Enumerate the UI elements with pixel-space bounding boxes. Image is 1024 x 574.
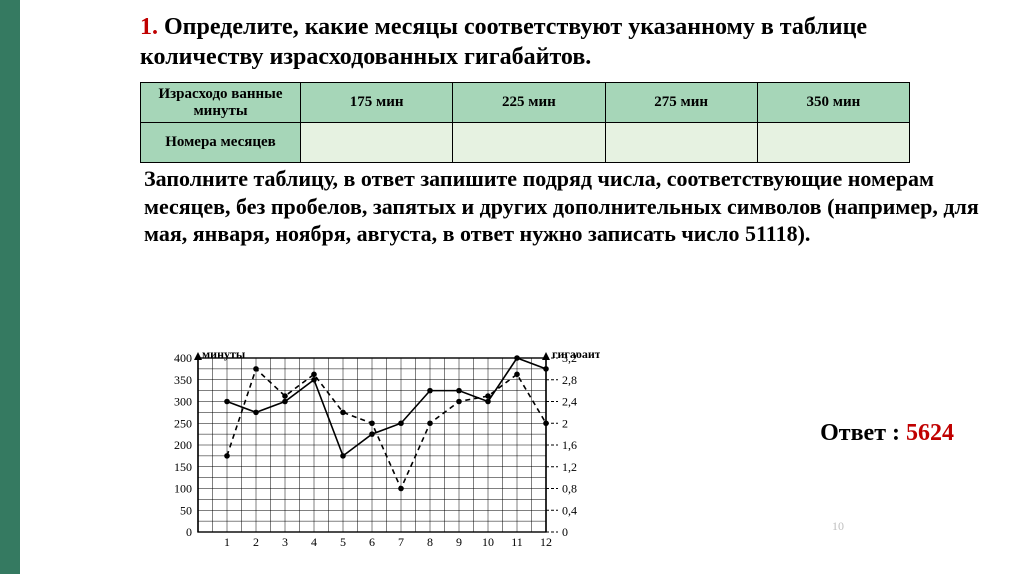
svg-text:400: 400	[174, 352, 192, 365]
svg-text:6: 6	[369, 535, 375, 549]
svg-text:50: 50	[180, 503, 192, 517]
svg-text:2,4: 2,4	[562, 395, 577, 409]
svg-text:0,4: 0,4	[562, 503, 577, 517]
svg-text:10: 10	[482, 535, 494, 549]
table-row2-label: Номера месяцев	[141, 123, 301, 163]
svg-text:300: 300	[174, 395, 192, 409]
accent-bar	[0, 0, 20, 574]
table-cell	[757, 123, 909, 163]
svg-text:150: 150	[174, 460, 192, 474]
page-number: 10	[832, 519, 844, 534]
svg-text:350: 350	[174, 373, 192, 387]
table-cell: 175 мин	[301, 83, 453, 123]
svg-text:2: 2	[562, 416, 568, 430]
chart-container: минутыгигабайты0501001502002503003504000…	[140, 352, 600, 562]
task-title-text: Определите, какие месяцы соответствуют у…	[140, 14, 867, 70]
svg-text:4: 4	[311, 535, 317, 549]
svg-text:1: 1	[224, 535, 230, 549]
svg-text:7: 7	[398, 535, 404, 549]
svg-text:250: 250	[174, 416, 192, 430]
svg-text:8: 8	[427, 535, 433, 549]
table-cell	[301, 123, 453, 163]
table-cell	[453, 123, 605, 163]
answer-line: Ответ : 5624	[820, 420, 954, 447]
svg-text:3: 3	[282, 535, 288, 549]
svg-text:0,8: 0,8	[562, 482, 577, 496]
svg-text:9: 9	[456, 535, 462, 549]
table-cell	[605, 123, 757, 163]
line-chart: минутыгигабайты0501001502002503003504000…	[140, 352, 600, 562]
svg-text:12: 12	[540, 535, 552, 549]
svg-text:минуты: минуты	[202, 352, 246, 361]
svg-text:5: 5	[340, 535, 346, 549]
answer-label: Ответ :	[820, 420, 906, 446]
table-row1-label: Израсходо ванные минуты	[141, 83, 301, 123]
task-number: 1.	[140, 14, 158, 40]
data-table: Израсходо ванные минуты 175 мин 225 мин …	[140, 82, 910, 163]
task-title: 1. Определите, какие месяцы соответствую…	[140, 12, 984, 72]
svg-text:0: 0	[186, 525, 192, 539]
svg-text:11: 11	[511, 535, 523, 549]
svg-text:2: 2	[253, 535, 259, 549]
svg-text:0: 0	[562, 525, 568, 539]
table-cell: 275 мин	[605, 83, 757, 123]
svg-text:200: 200	[174, 438, 192, 452]
slide-content: 1. Определите, какие месяцы соответствую…	[0, 0, 1024, 248]
table-cell: 350 мин	[757, 83, 909, 123]
answer-value: 5624	[906, 420, 954, 446]
svg-text:3,2: 3,2	[562, 352, 577, 365]
svg-text:2,8: 2,8	[562, 373, 577, 387]
svg-text:100: 100	[174, 482, 192, 496]
svg-text:1,2: 1,2	[562, 460, 577, 474]
svg-text:1,6: 1,6	[562, 438, 577, 452]
table-cell: 225 мин	[453, 83, 605, 123]
task-paragraph: Заполните таблицу, в ответ запишите подр…	[144, 165, 984, 248]
